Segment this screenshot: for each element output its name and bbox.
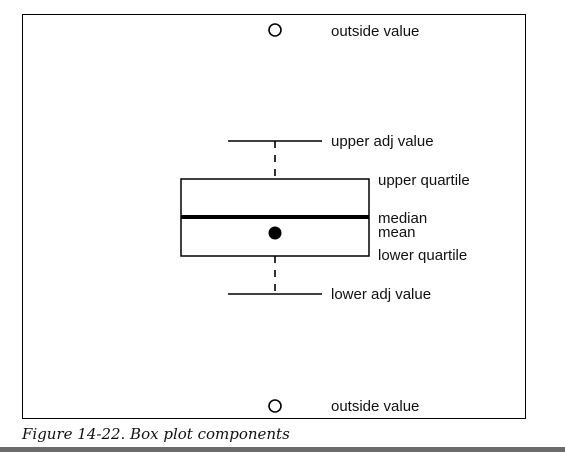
median-label: median xyxy=(378,210,427,227)
upper-adj-value-label: upper adj value xyxy=(331,133,434,150)
outside-value-top-marker xyxy=(268,23,282,37)
bottom-divider xyxy=(0,447,565,452)
figure-caption: Figure 14-22. Box plot components xyxy=(22,425,290,443)
lower-adj-value-label: lower adj value xyxy=(331,286,431,303)
mean-marker xyxy=(268,226,282,240)
outside-value-bottom-marker xyxy=(268,399,282,413)
outside-value-top-label: outside value xyxy=(331,23,419,40)
lower-quartile-label: lower quartile xyxy=(378,247,467,264)
upper-quartile-label: upper quartile xyxy=(378,172,470,189)
outside-value-bottom-label: outside value xyxy=(331,398,419,415)
mean-label: mean xyxy=(378,224,416,241)
